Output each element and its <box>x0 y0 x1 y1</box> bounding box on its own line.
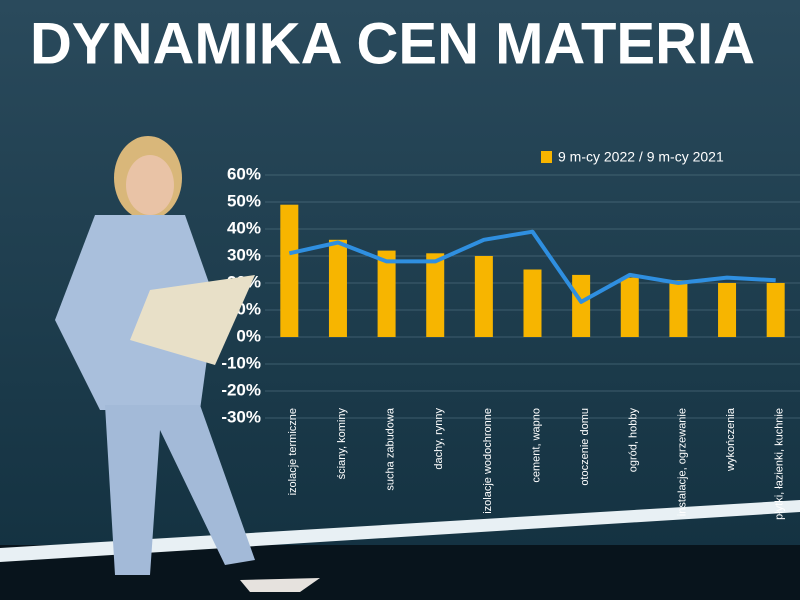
x-tick-label: płytki, łazienki, kuchnie <box>774 408 786 520</box>
floor-light <box>0 500 800 562</box>
bar <box>280 204 299 337</box>
x-tick-label: otoczenie domu <box>579 408 591 486</box>
x-tick-label: instalacje, ogrzewanie <box>676 408 688 516</box>
x-tick-label: izolacje wodochronne <box>482 408 494 514</box>
legend-label: 9 m-cy 2022 / 9 m-cy 2021 <box>558 149 724 165</box>
presenter-jacket <box>55 215 215 410</box>
x-tick-label: wykończenia <box>725 407 737 472</box>
presenter-tablet <box>130 275 255 365</box>
presenter-face <box>126 155 174 215</box>
x-tick-label: ogród, hobby <box>628 408 640 473</box>
y-tick-label: 50% <box>227 191 261 210</box>
bar <box>718 283 737 337</box>
y-tick-label: 40% <box>227 218 261 237</box>
bar <box>669 280 688 337</box>
y-tick-label: 0% <box>236 326 261 345</box>
x-tick-label: cement, wapno <box>530 408 542 483</box>
x-tick-label: izolacje termiczne <box>287 408 299 495</box>
bar <box>426 253 445 337</box>
y-tick-label: -30% <box>221 407 261 426</box>
bar <box>523 269 542 337</box>
x-tick-label: sucha zabudowa <box>384 407 396 490</box>
legend-swatch <box>541 151 552 163</box>
y-tick-label: -10% <box>221 353 261 372</box>
presenter-shoe <box>240 578 320 592</box>
bar <box>474 256 493 337</box>
y-tick-label: -20% <box>221 380 261 399</box>
chart-title: DYNAMIKA CEN MATERIA <box>30 11 755 76</box>
plot: 60%50%40%30%20%10%0%-10%-20%-30%izolacje… <box>221 164 800 520</box>
y-tick-label: 30% <box>227 245 261 264</box>
bar <box>572 274 591 337</box>
bar <box>377 250 396 337</box>
bar <box>766 283 785 337</box>
bar <box>328 239 347 337</box>
bar <box>620 277 639 337</box>
line <box>288 229 776 304</box>
y-tick-label: 60% <box>227 164 261 183</box>
presenter <box>55 136 320 592</box>
x-tick-label: dachy, rynny <box>433 408 445 470</box>
presenter-trousers <box>105 405 255 575</box>
x-tick-label: ściany, kominy <box>336 408 348 480</box>
